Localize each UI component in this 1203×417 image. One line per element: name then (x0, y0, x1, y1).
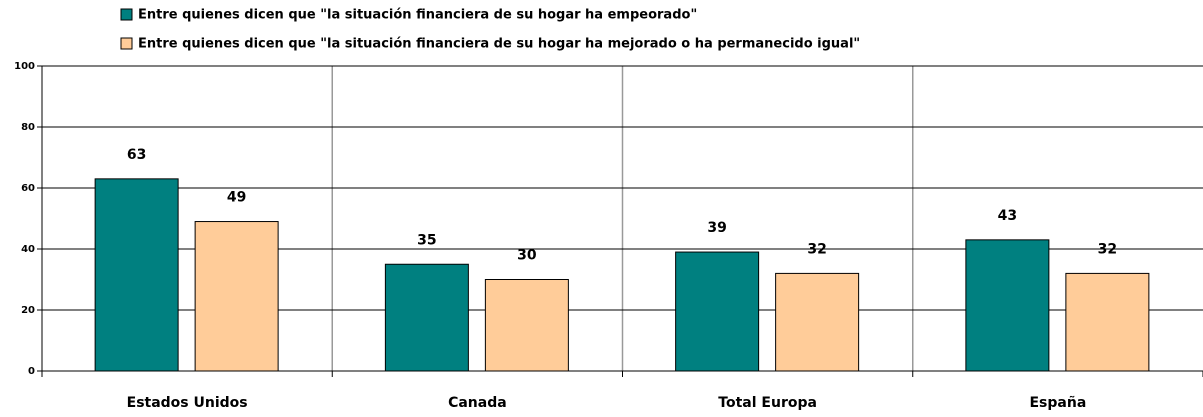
x-tick-label: Estados Unidos (127, 395, 248, 411)
bar (775, 272, 860, 372)
legend-swatch (120, 8, 133, 21)
data-label: 32 (1098, 241, 1117, 257)
legend-label: Entre quienes dicen que "la situación fi… (138, 37, 860, 52)
data-label: 39 (707, 220, 726, 236)
data-label: 30 (517, 248, 537, 264)
y-tick-label: 100 (14, 61, 35, 72)
data-label: 49 (227, 190, 246, 206)
data-label: 63 (127, 147, 146, 163)
bar (675, 251, 760, 372)
bar (384, 263, 469, 372)
data-label: 35 (417, 232, 436, 248)
y-tick-label: 60 (21, 183, 35, 194)
y-tick-label: 0 (28, 366, 35, 377)
legend-swatch (120, 37, 133, 50)
legend-label: Entre quienes dicen que "la situación fi… (138, 8, 697, 23)
data-label: 32 (807, 241, 826, 257)
bar (94, 178, 179, 372)
x-tick-label: Canada (448, 395, 507, 411)
y-tick-label: 80 (21, 122, 35, 133)
y-tick-label: 20 (21, 305, 35, 316)
x-tick-label: Total Europa (718, 395, 817, 411)
y-tick-label: 40 (21, 244, 35, 255)
bar (194, 221, 279, 372)
bar (965, 239, 1050, 372)
bar (1065, 272, 1150, 372)
bar (484, 279, 569, 372)
x-tick-label: España (1029, 395, 1086, 411)
data-label: 43 (998, 208, 1017, 224)
